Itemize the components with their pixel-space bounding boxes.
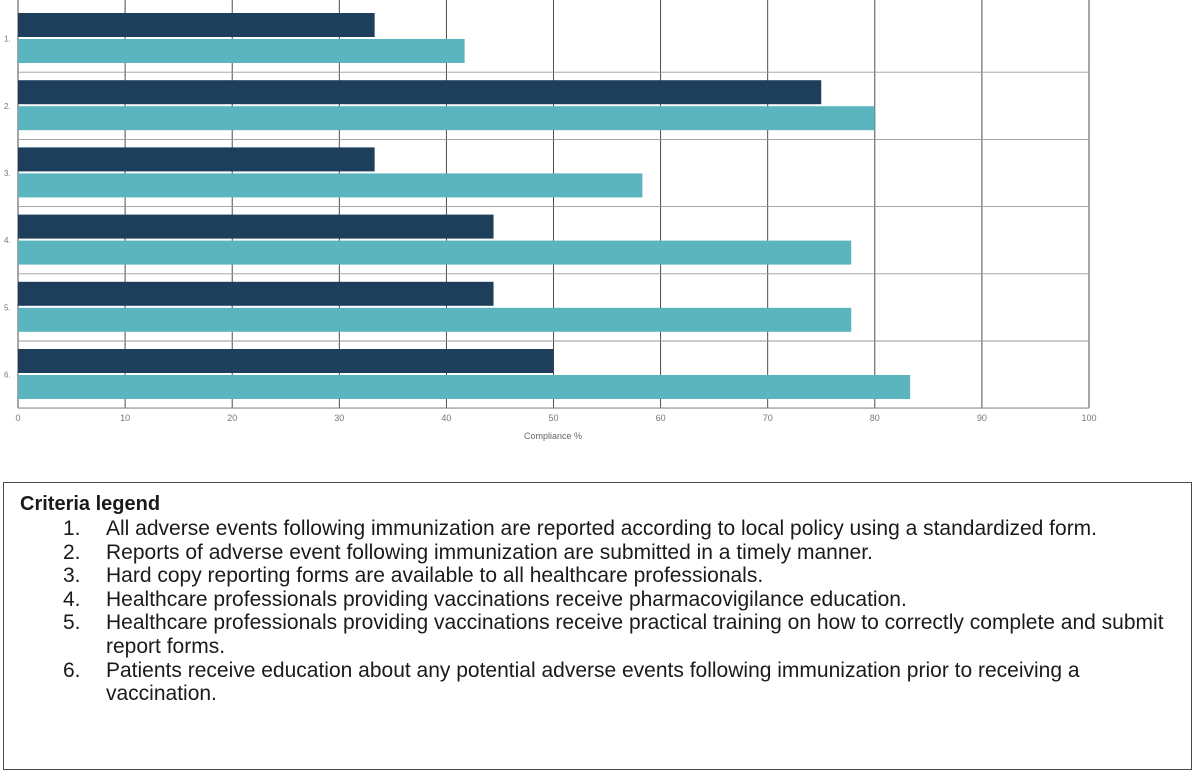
x-tick-label: 20 bbox=[227, 413, 237, 423]
x-tick-label: 90 bbox=[977, 413, 987, 423]
horizontal-gridlines bbox=[18, 71, 1089, 409]
bar-series-2 bbox=[18, 39, 465, 63]
criteria-list: 1. All adverse events following immuniza… bbox=[20, 517, 1175, 706]
bar-series-1 bbox=[18, 281, 494, 306]
x-tick-label: 60 bbox=[656, 413, 666, 423]
bar-series-2 bbox=[18, 240, 852, 265]
criteria-legend: Criteria legend 1. All adverse events fo… bbox=[3, 482, 1192, 770]
x-tick-label: 50 bbox=[548, 413, 558, 423]
x-tick-label: 100 bbox=[1081, 413, 1096, 423]
criteria-text: Hard copy reporting forms are available … bbox=[106, 564, 764, 588]
category-labels: 1. 2. 3. 4. 5. 6. bbox=[4, 35, 11, 380]
criteria-number: 4. bbox=[63, 587, 81, 611]
x-tick-label: 30 bbox=[334, 413, 344, 423]
bar-series-2 bbox=[18, 173, 643, 198]
criteria-item: 1. All adverse events following immuniza… bbox=[20, 517, 1175, 541]
bar-series-1 bbox=[18, 147, 375, 172]
criteria-number: 5. bbox=[63, 611, 81, 635]
criteria-text: Healthcare professionals providing vacci… bbox=[106, 587, 907, 611]
category-label: 2. bbox=[4, 102, 11, 111]
criteria-number: 6. bbox=[63, 658, 81, 682]
criteria-text: Healthcare professionals providing vacci… bbox=[106, 611, 1164, 658]
criteria-item: 5. Healthcare professionals providing va… bbox=[20, 611, 1175, 658]
category-label: 4. bbox=[4, 236, 11, 245]
criteria-item: 2. Reports of adverse event following im… bbox=[20, 541, 1175, 565]
bar-series-1 bbox=[18, 13, 375, 37]
criteria-number: 2. bbox=[63, 540, 81, 564]
criteria-item: 6. Patients receive education about any … bbox=[20, 659, 1175, 706]
vertical-gridlines bbox=[17, 0, 1090, 408]
x-tick-label: 40 bbox=[441, 413, 451, 423]
criteria-number: 1. bbox=[63, 517, 81, 540]
criteria-item: 3. Hard copy reporting forms are availab… bbox=[20, 564, 1175, 588]
criteria-item: 4. Healthcare professionals providing va… bbox=[20, 588, 1175, 612]
x-tick-label: 10 bbox=[120, 413, 130, 423]
x-tick-label: 70 bbox=[763, 413, 773, 423]
category-label: 6. bbox=[4, 371, 11, 380]
bar-series-1 bbox=[18, 214, 494, 239]
criteria-legend-title: Criteria legend bbox=[20, 493, 161, 515]
criteria-number: 3. bbox=[63, 564, 81, 588]
criteria-text: Patients receive education about any pot… bbox=[106, 658, 1080, 706]
compliance-bar-chart: 1. 2. 3. 4. 5. 6. 0 10 20 30 40 50 60 70 80 90 100 Comp… bbox=[4, 0, 1097, 441]
bar-series-2 bbox=[18, 307, 852, 332]
criteria-text: All adverse events following immunizatio… bbox=[106, 517, 1098, 540]
x-tick-label: 0 bbox=[15, 413, 20, 423]
criteria-text: Reports of adverse event following immun… bbox=[106, 540, 873, 564]
category-label: 5. bbox=[4, 303, 11, 312]
x-axis-title: Compliance % bbox=[524, 431, 582, 441]
bar-series-2 bbox=[18, 106, 875, 131]
category-label: 1. bbox=[4, 35, 11, 44]
bar-series-1 bbox=[18, 80, 822, 105]
bars bbox=[18, 13, 911, 399]
category-label: 3. bbox=[4, 169, 11, 178]
bar-series-2 bbox=[18, 375, 911, 399]
x-tick-labels: 0 10 20 30 40 50 60 70 80 90 100 bbox=[15, 413, 1096, 423]
bar-series-1 bbox=[18, 349, 554, 373]
x-tick-label: 80 bbox=[870, 413, 880, 423]
